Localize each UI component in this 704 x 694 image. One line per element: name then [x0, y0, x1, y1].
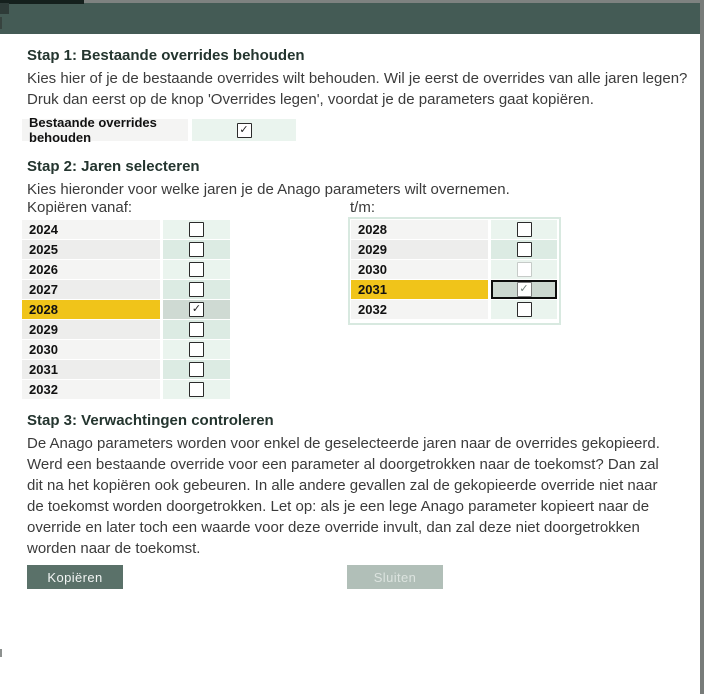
step2-title: Stap 2: Jaren selecteren — [27, 158, 200, 175]
checkbox-checked-icon[interactable]: ✓ — [189, 302, 204, 317]
year-checkbox-cell[interactable] — [163, 380, 230, 399]
window-tab-fragment — [0, 0, 84, 4]
checkbox-unchecked-icon[interactable] — [189, 322, 204, 337]
copy-to-label: t/m: — [350, 199, 375, 216]
window-frame-top — [0, 0, 704, 3]
step1-title: Stap 1: Bestaande overrides behouden — [27, 47, 305, 64]
year-checkbox-cell[interactable] — [163, 240, 230, 259]
year-label[interactable]: 2031 — [351, 280, 488, 299]
year-row[interactable]: 2026 — [22, 260, 230, 279]
copy-to-year-table: 2028 2029 2030 2031 ✓ 2032 — [348, 217, 561, 325]
step1-description: Kies hier of je de bestaande overrides w… — [27, 70, 688, 108]
checkbox-unchecked-icon — [516, 262, 532, 277]
step3-description: De Anago parameters worden voor enkel de… — [27, 435, 660, 557]
year-checkbox-cell[interactable] — [163, 320, 230, 339]
keep-overrides-label: Bestaande overrides behouden — [22, 115, 188, 145]
checkbox-unchecked-icon[interactable] — [189, 362, 204, 377]
year-checkbox-cell[interactable] — [163, 220, 230, 239]
year-label[interactable]: 2024 — [22, 220, 160, 239]
copy-from-year-table: 2024 2025 2026 2027 2028 ✓ 2029 2030 2031 2032 — [22, 220, 230, 400]
year-checkbox-cell[interactable] — [163, 280, 230, 299]
year-label[interactable]: 2025 — [22, 240, 160, 259]
checkbox-unchecked-icon[interactable] — [189, 242, 204, 257]
year-label[interactable]: 2029 — [22, 320, 160, 339]
checkbox-unchecked-icon[interactable] — [516, 242, 532, 257]
year-label[interactable]: 2031 — [22, 360, 160, 379]
checkbox-unchecked-icon[interactable] — [189, 222, 204, 237]
year-label[interactable]: 2030 — [22, 340, 160, 359]
year-row[interactable]: 2027 — [22, 280, 230, 299]
year-checkbox-cell[interactable] — [491, 300, 557, 319]
keep-overrides-checkbox-cell[interactable]: ✓ — [192, 119, 296, 141]
year-row[interactable]: 2029 — [22, 320, 230, 339]
year-row[interactable]: 2024 — [22, 220, 230, 239]
year-label[interactable]: 2026 — [22, 260, 160, 279]
window-corner-fragment — [0, 3, 9, 14]
checkbox-checked-icon[interactable]: ✓ — [236, 122, 252, 138]
year-row[interactable]: 2025 — [22, 240, 230, 259]
year-label[interactable]: 2030 — [351, 260, 488, 279]
year-checkbox-cell[interactable]: ✓ — [491, 280, 557, 299]
year-label[interactable]: 2028 — [351, 220, 488, 239]
copy-from-label: Kopiëren vanaf: — [27, 199, 133, 216]
year-checkbox-cell[interactable] — [163, 340, 230, 359]
window-frame-left-notch-bottom — [0, 649, 2, 657]
year-row[interactable]: 2029 — [351, 240, 557, 259]
window-frame-right — [700, 0, 704, 694]
year-row[interactable]: 2031 — [22, 360, 230, 379]
year-label[interactable]: 2027 — [22, 280, 160, 299]
year-label[interactable]: 2032 — [22, 380, 160, 399]
checkbox-unchecked-icon[interactable] — [516, 302, 532, 317]
year-row[interactable]: 2030 — [351, 260, 557, 279]
keep-overrides-row: Bestaande overrides behouden ✓ — [22, 115, 296, 145]
year-checkbox-cell[interactable] — [163, 360, 230, 379]
year-row[interactable]: 2028 — [351, 220, 557, 239]
year-checkbox-cell[interactable] — [491, 240, 557, 259]
year-row[interactable]: 2032 — [22, 380, 230, 399]
year-row[interactable]: 2030 — [22, 340, 230, 359]
year-label[interactable]: 2029 — [351, 240, 488, 259]
year-row[interactable]: 2028 ✓ — [22, 300, 230, 319]
dialog-header-bar — [0, 3, 704, 34]
year-checkbox-cell[interactable] — [163, 260, 230, 279]
step3-title: Stap 3: Verwachtingen controleren — [27, 412, 274, 429]
checkbox-unchecked-icon[interactable] — [516, 222, 532, 237]
year-row[interactable]: 2031 ✓ — [351, 280, 557, 299]
checkbox-unchecked-icon[interactable] — [189, 282, 204, 297]
checkbox-checked-icon[interactable]: ✓ — [516, 282, 532, 297]
checkbox-unchecked-icon[interactable] — [189, 382, 204, 397]
year-checkbox-cell[interactable]: ✓ — [163, 300, 230, 319]
year-checkbox-cell[interactable] — [491, 220, 557, 239]
checkbox-unchecked-icon[interactable] — [189, 342, 204, 357]
step2-description: Kies hieronder voor welke jaren je de An… — [27, 181, 510, 198]
year-row[interactable]: 2032 — [351, 300, 557, 319]
year-label[interactable]: 2032 — [351, 300, 488, 319]
close-button[interactable]: Sluiten — [347, 565, 443, 589]
year-label[interactable]: 2028 — [22, 300, 160, 319]
checkbox-unchecked-icon[interactable] — [189, 262, 204, 277]
copy-button[interactable]: Kopiëren — [27, 565, 123, 589]
year-checkbox-cell[interactable] — [491, 260, 557, 279]
window-frame-left-notch — [0, 17, 2, 29]
